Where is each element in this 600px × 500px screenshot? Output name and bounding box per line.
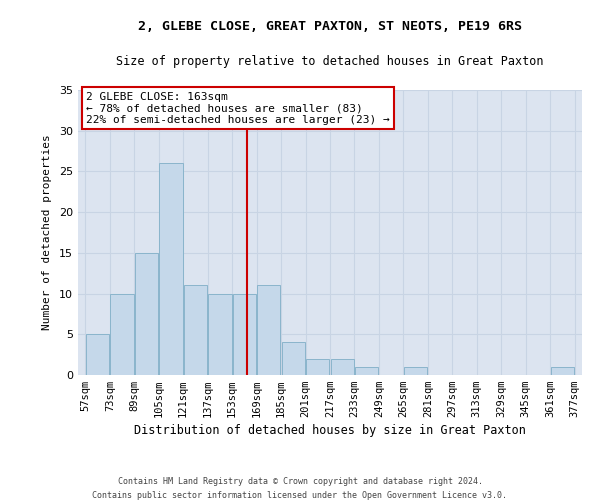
Text: Size of property relative to detached houses in Great Paxton: Size of property relative to detached ho… (116, 55, 544, 68)
Bar (86, 334, 109, 375)
Y-axis label: Number of detached properties: Number of detached properties (42, 134, 52, 330)
Bar (257, 286, 280, 375)
Bar (404, 367, 427, 375)
Bar (110, 294, 134, 375)
Bar (355, 367, 379, 375)
Bar (135, 253, 158, 375)
Bar (331, 358, 354, 375)
Text: 2 GLEBE CLOSE: 163sqm
← 78% of detached houses are smaller (83)
22% of semi-deta: 2 GLEBE CLOSE: 163sqm ← 78% of detached … (86, 92, 390, 125)
Text: Contains HM Land Registry data © Crown copyright and database right 2024.: Contains HM Land Registry data © Crown c… (118, 478, 482, 486)
Text: 2, GLEBE CLOSE, GREAT PAXTON, ST NEOTS, PE19 6RS: 2, GLEBE CLOSE, GREAT PAXTON, ST NEOTS, … (138, 20, 522, 33)
Bar (551, 367, 574, 375)
Bar (306, 358, 329, 375)
Bar (281, 342, 305, 375)
Bar (233, 294, 256, 375)
Text: Contains public sector information licensed under the Open Government Licence v3: Contains public sector information licen… (92, 491, 508, 500)
X-axis label: Distribution of detached houses by size in Great Paxton: Distribution of detached houses by size … (134, 424, 526, 438)
Bar (184, 286, 207, 375)
Bar (208, 294, 232, 375)
Bar (160, 164, 182, 375)
